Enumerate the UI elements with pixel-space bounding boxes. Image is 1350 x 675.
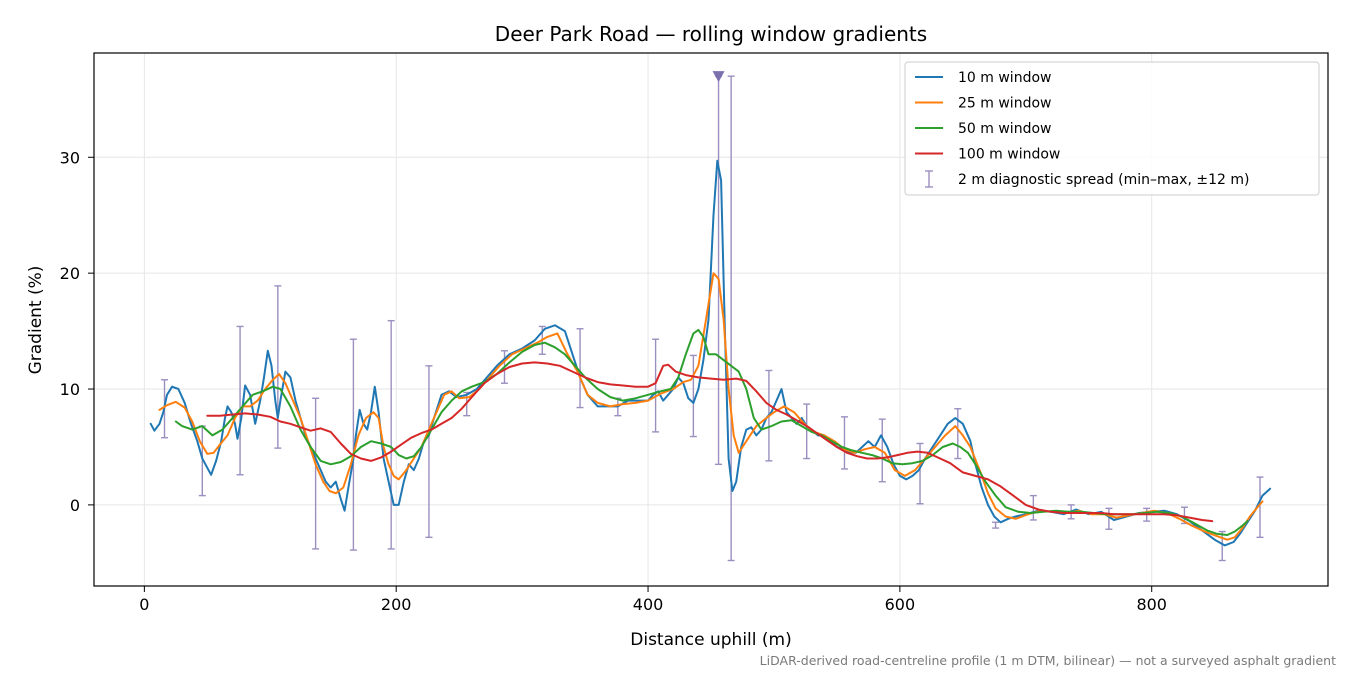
series-lines <box>149 159 1272 547</box>
legend: 10 m window 25 m window 50 m window 100 m w… <box>904 61 1320 196</box>
legend-entry: 10 m window <box>958 70 1051 86</box>
errorbar <box>312 397 320 550</box>
legend-entry: 2 m diagnostic spread (min–max, ±12 m) <box>958 172 1249 188</box>
x-tick-label: 200 <box>381 595 412 614</box>
footnote: LiDAR-derived road-centreline profile (1… <box>760 653 1336 668</box>
errorbar <box>1105 507 1113 530</box>
x-tick-label: 800 <box>1136 595 1167 614</box>
errorbar <box>803 403 811 460</box>
errorbar <box>387 319 395 550</box>
legend-entry: 100 m window <box>958 147 1060 163</box>
y-axis-label: Gradient (%) <box>26 266 46 375</box>
x-tick-label: 400 <box>633 595 664 614</box>
errorbar <box>236 325 244 476</box>
errorbar <box>840 416 848 470</box>
plot-area-frame <box>93 52 1329 587</box>
errorbar <box>652 338 660 433</box>
errorbar <box>689 354 697 438</box>
axis-ticks: 0 200 400 600 800 0 10 20 30 <box>60 148 1167 614</box>
y-tick-label: 0 <box>70 496 80 515</box>
legend-entry: 25 m window <box>958 96 1051 112</box>
errorbar <box>916 442 924 505</box>
chart-title: Deer Park Road — rolling window gradient… <box>495 22 927 46</box>
errorbar <box>1218 530 1226 562</box>
x-axis-label: Distance uphill (m) <box>630 630 791 650</box>
errorbar <box>576 328 584 409</box>
errorbar <box>349 338 357 551</box>
y-tick-label: 30 <box>60 148 80 167</box>
legend-entry: 50 m window <box>958 121 1051 137</box>
legend-box <box>904 61 1320 196</box>
clip-marker <box>712 71 725 83</box>
errorbar <box>992 521 1000 529</box>
y-tick-label: 10 <box>60 380 80 399</box>
x-tick-label: 600 <box>885 595 916 614</box>
errorbar <box>1256 476 1264 539</box>
series-line <box>206 361 1214 523</box>
x-tick-label: 0 <box>139 595 149 614</box>
y-tick-label: 20 <box>60 264 80 283</box>
errorbar <box>425 365 433 539</box>
errorbar <box>954 408 962 460</box>
